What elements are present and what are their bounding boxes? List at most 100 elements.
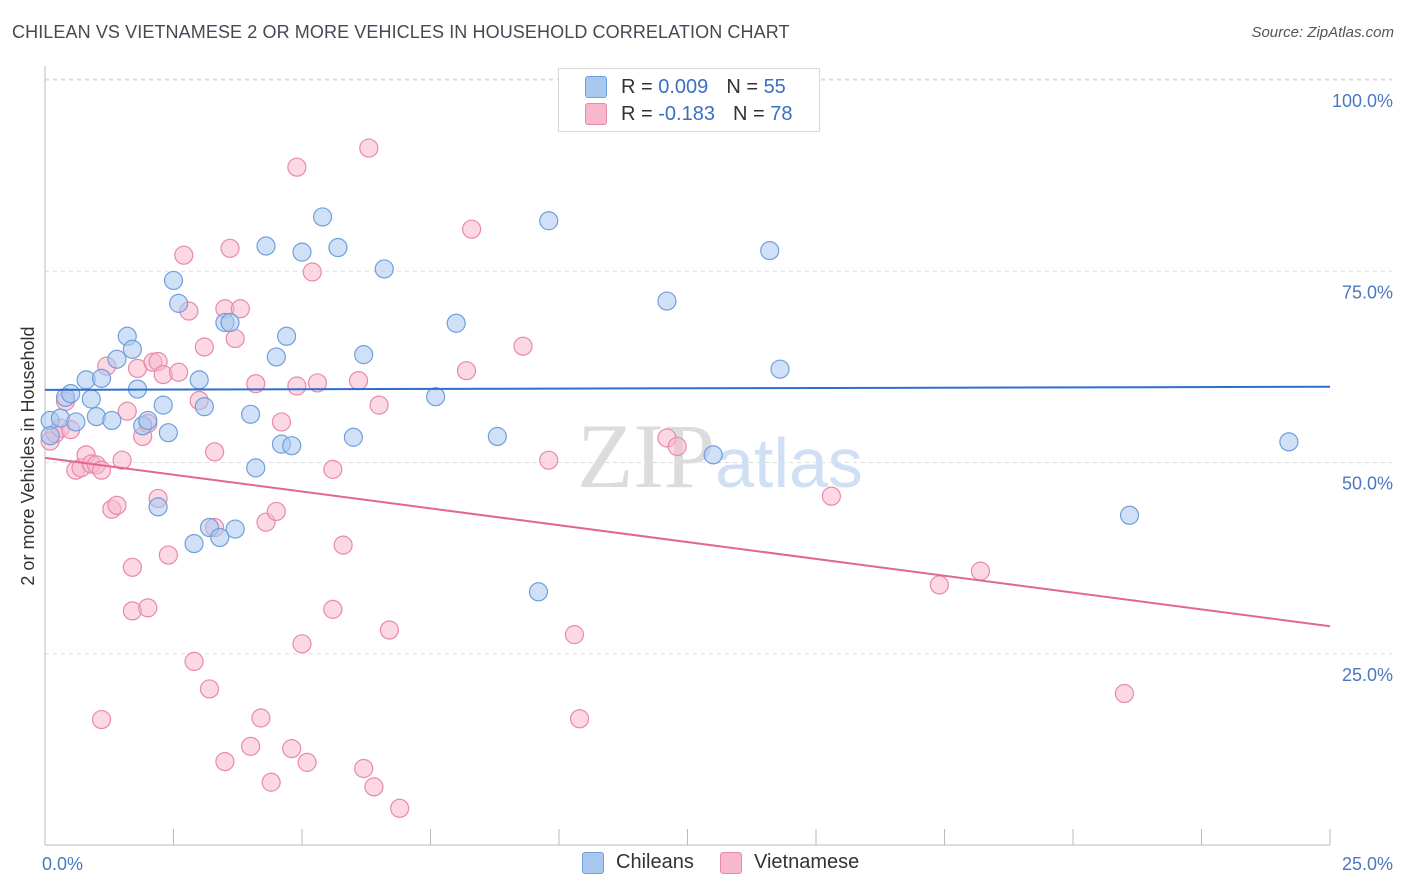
chilean-trend-line — [44, 385, 1331, 391]
chilean-point — [343, 427, 363, 447]
legend-n-label: N = — [732, 102, 765, 125]
bottom-legend-chileans: Chileans — [582, 851, 694, 874]
y-tick-label: 25.0% — [1342, 665, 1393, 685]
chilean-point — [91, 368, 112, 388]
chilean-point — [122, 339, 142, 359]
vietnamese-point — [117, 401, 137, 421]
vietnamese-point — [122, 601, 142, 621]
chilean-point — [282, 436, 302, 456]
vietnamese-point — [184, 651, 204, 672]
chilean-point — [138, 410, 158, 431]
chilean-point — [241, 404, 261, 424]
legend-r-value: 0.009 — [658, 75, 709, 98]
vietnamese-point — [456, 361, 477, 381]
vietnamese-point — [323, 599, 343, 619]
chilean-point — [657, 291, 677, 311]
vietnamese-point — [292, 634, 312, 654]
bottom-legend-vietnamese: Vietnamese — [720, 851, 859, 874]
vietnamese-point — [970, 561, 991, 581]
vietnamese-point — [194, 337, 214, 357]
chilean-point — [246, 458, 266, 478]
y-tick-label: 50.0% — [1342, 474, 1393, 494]
chilean-point — [169, 293, 189, 313]
chilean-point — [292, 242, 312, 262]
vietnamese-point — [230, 299, 250, 319]
vietnamese-trend-line — [44, 456, 1331, 628]
x-tick-label: 25.0% — [1342, 854, 1393, 874]
tick-labels: 100.0% 75.0% 50.0% 25.0% 0.0% 25.0% — [42, 91, 1393, 874]
vietnamese-point — [91, 709, 112, 730]
bottom-legend-label: Chileans — [616, 851, 694, 873]
legend-row-vietnamese: R = -0.183 N = 78 — [585, 101, 792, 127]
vietnamese-point — [266, 501, 286, 522]
bottom-legend-swatch-vietnamese — [720, 851, 742, 874]
legend-row-chileans: R = 0.009 N = 55 — [585, 74, 786, 100]
chilean-point — [225, 519, 245, 539]
vietnamese-point — [251, 708, 271, 728]
vietnamese-point — [564, 625, 585, 645]
legend-n-value: 55 — [763, 75, 786, 98]
vietnamese-point — [287, 157, 307, 177]
vietnamese-point — [297, 752, 317, 772]
legend-r-label: R = — [621, 102, 653, 125]
chilean-point — [312, 207, 333, 227]
vietnamese-point — [205, 442, 225, 462]
chilean-point — [81, 389, 101, 409]
vietnamese-point — [302, 262, 322, 282]
bottom-legend-swatch-chileans — [582, 851, 604, 874]
vietnamese-point — [271, 412, 292, 432]
y-tick-label: 100.0% — [1332, 91, 1393, 111]
chilean-point — [328, 237, 348, 258]
chilean-point — [194, 397, 214, 417]
vietnamese-point — [282, 739, 302, 759]
vietnamese-point — [369, 395, 389, 415]
chilean-point — [539, 211, 559, 231]
x-tick-label: 0.0% — [42, 854, 83, 874]
chilean-point — [703, 445, 723, 465]
vietnamese-point — [390, 798, 410, 818]
chart-title: CHILEAN VS VIETNAMESE 2 OR MORE VEHICLES… — [12, 22, 790, 42]
chilean-point — [276, 326, 297, 346]
vietnamese-point — [333, 535, 353, 555]
chilean-point — [148, 497, 168, 517]
axes — [44, 66, 1331, 846]
chilean-point — [189, 370, 209, 390]
legend-r-label: R = — [621, 75, 653, 98]
vietnamese-point — [215, 752, 235, 772]
vietnamese-point — [107, 495, 127, 515]
vietnamese-point — [379, 620, 399, 640]
vietnamese-point — [348, 371, 369, 391]
vietnamese-point — [667, 436, 687, 457]
chilean-point — [107, 349, 127, 369]
chilean-point — [770, 359, 790, 379]
chilean-point — [40, 426, 60, 446]
grid-lines — [45, 78, 1392, 655]
vietnamese-point — [821, 486, 842, 506]
legend-n-label: N = — [726, 75, 758, 98]
chilean-point — [163, 270, 184, 291]
chilean-point — [760, 240, 780, 261]
vietnamese-point — [261, 772, 281, 792]
vietnamese-point — [174, 245, 194, 265]
chilean-point — [220, 312, 240, 333]
bottom-legend: Chileans Vietnamese — [0, 851, 1406, 877]
chilean-point — [354, 345, 374, 365]
chilean-point — [1119, 505, 1140, 525]
vietnamese-point — [122, 557, 142, 577]
vietnamese-point — [225, 328, 245, 349]
legend-r-value: -0.183 — [658, 102, 715, 125]
legend: R = 0.009 N = 55 R = -0.183 N = 78 — [558, 68, 820, 132]
vietnamese-point — [169, 362, 189, 382]
legend-swatch-vietnamese — [585, 103, 607, 125]
chilean-point — [66, 412, 86, 432]
vietnamese-point — [462, 219, 482, 239]
y-axis-label: 2 or more Vehicles in Household — [18, 326, 38, 585]
vietnamese-point — [354, 758, 374, 779]
chilean-point — [256, 236, 276, 256]
vietnamese-point — [220, 238, 240, 258]
chilean-point — [1279, 432, 1299, 452]
watermark: ZIPatlas — [577, 405, 863, 507]
legend-swatch-chileans — [585, 76, 607, 98]
chilean-point — [61, 384, 81, 404]
